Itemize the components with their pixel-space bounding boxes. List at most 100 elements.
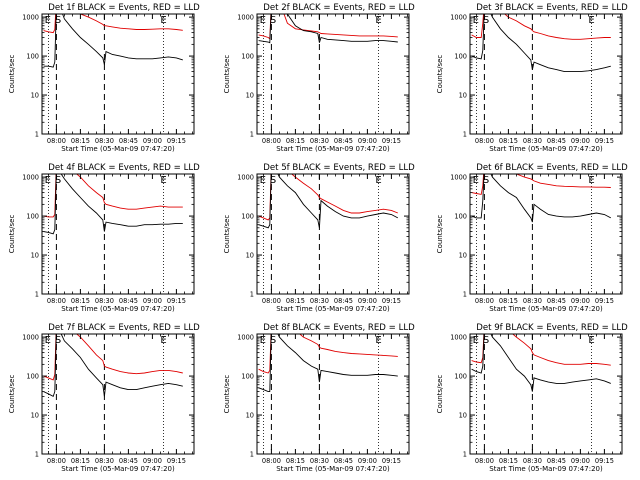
x-tick-label: 08:30: [310, 297, 329, 305]
x-tick-label: 08:00: [475, 297, 494, 305]
panel-5: Det 5f BLACK = Events, RED = LLD 1 10 100 10…: [223, 163, 415, 313]
y-axis-label: Counts/sec: [8, 55, 16, 94]
x-tick-label: 09:00: [143, 137, 162, 145]
marker-label: E: [260, 175, 266, 186]
y-axis-label: Counts/sec: [223, 375, 231, 414]
x-tick-label: 08:15: [499, 297, 518, 305]
marker-label: E: [473, 15, 479, 26]
x-tick-label: 08:15: [499, 137, 518, 145]
panel-title: Det 2f BLACK = Events, RED = LLD: [263, 3, 415, 13]
y-tick-label: 10: [246, 252, 254, 260]
panel-3: Det 3f BLACK = Events, RED = LLD 1 10 100 10…: [436, 3, 628, 153]
x-tick-label: 08:45: [334, 297, 353, 305]
y-tick-label: 100: [241, 213, 254, 221]
x-tick-label: 08:00: [47, 457, 66, 465]
lld-series-line: [471, 174, 611, 195]
x-tick-label: 08:30: [523, 457, 542, 465]
marker-label: E: [45, 15, 51, 26]
y-tick-label: 1: [35, 291, 39, 299]
panel-title: Det 8f BLACK = Events, RED = LLD: [263, 323, 415, 333]
x-axis-label: Start Time (05-Mar-09 07:47:20): [61, 465, 175, 473]
x-tick-label: 08:15: [286, 297, 305, 305]
y-tick-label: 1: [250, 451, 254, 459]
lld-series-line: [471, 14, 611, 40]
y-tick-label: 1000: [22, 334, 39, 342]
marker-label: S: [483, 15, 489, 26]
x-tick-label: 08:45: [119, 137, 138, 145]
x-tick-label: 08:15: [71, 457, 90, 465]
plot-frame: [41, 173, 195, 295]
x-axis-label: Start Time (05-Mar-09 07:47:20): [489, 465, 603, 473]
y-tick-label: 1000: [237, 334, 254, 342]
events-series-line: [43, 334, 183, 398]
marker-label: E: [588, 175, 594, 186]
x-tick-label: 08:30: [95, 457, 114, 465]
marker-label: S: [270, 15, 276, 26]
y-tick-label: 1: [250, 291, 254, 299]
x-tick-label: 09:15: [167, 457, 186, 465]
x-axis-label: Start Time (05-Mar-09 07:47:20): [61, 145, 175, 153]
x-tick-label: 08:30: [310, 137, 329, 145]
y-tick-label: 1: [463, 291, 467, 299]
x-tick-label: 08:45: [547, 137, 566, 145]
y-tick-label: 100: [26, 53, 39, 61]
lld-series-line: [258, 334, 398, 374]
marker-label: E: [588, 15, 594, 26]
marker-label: S: [270, 175, 276, 186]
x-tick-label: 08:45: [119, 297, 138, 305]
events-series-line: [471, 174, 612, 223]
x-tick-label: 08:45: [547, 457, 566, 465]
y-tick-label: 100: [454, 213, 467, 221]
panel-4: Det 4f BLACK = Events, RED = LLD 1 10 100 10…: [8, 163, 200, 313]
y-tick-label: 10: [31, 412, 39, 420]
x-axis-label: Start Time (05-Mar-09 07:47:20): [489, 305, 603, 313]
marker-label: S: [55, 335, 61, 346]
marker-label: E: [160, 175, 166, 186]
lld-series-line: [258, 14, 398, 40]
y-axis-label: Counts/sec: [436, 215, 444, 254]
panel-title: Det 4f BLACK = Events, RED = LLD: [48, 163, 200, 173]
x-axis-label: Start Time (05-Mar-09 07:47:20): [276, 145, 390, 153]
y-tick-label: 1: [35, 131, 39, 139]
lld-series-line: [43, 334, 183, 381]
x-tick-label: 08:45: [547, 297, 566, 305]
y-tick-label: 100: [241, 373, 254, 381]
x-tick-label: 09:00: [358, 457, 377, 465]
marker-label: E: [375, 15, 381, 26]
x-tick-label: 09:15: [167, 297, 186, 305]
y-tick-label: 10: [246, 92, 254, 100]
x-axis-label: Start Time (05-Mar-09 07:47:20): [276, 305, 390, 313]
x-tick-label: 08:30: [523, 297, 542, 305]
x-tick-label: 09:15: [382, 297, 401, 305]
y-tick-label: 10: [31, 252, 39, 260]
x-tick-label: 09:00: [358, 137, 377, 145]
marker-label: E: [260, 335, 266, 346]
panel-title: Det 7f BLACK = Events, RED = LLD: [48, 323, 200, 333]
plot-frame: [41, 13, 195, 135]
y-tick-label: 10: [31, 92, 39, 100]
panel-2: Det 2f BLACK = Events, RED = LLD 1 10 100 10…: [223, 3, 415, 153]
y-tick-label: 10: [459, 252, 467, 260]
x-tick-label: 09:00: [571, 137, 590, 145]
y-tick-label: 10: [459, 412, 467, 420]
marker-label: E: [375, 335, 381, 346]
x-tick-label: 09:15: [595, 457, 614, 465]
y-tick-label: 10: [459, 92, 467, 100]
x-tick-label: 09:00: [571, 297, 590, 305]
events-series-line: [258, 174, 399, 229]
events-series-line: [43, 174, 183, 235]
x-tick-label: 08:45: [119, 457, 138, 465]
y-tick-label: 1000: [237, 174, 254, 182]
panel-7: Det 7f BLACK = Events, RED = LLD 1 10 100 10…: [8, 323, 200, 473]
marker-label: S: [483, 175, 489, 186]
y-axis-label: Counts/sec: [223, 215, 231, 254]
y-tick-label: 1000: [22, 14, 39, 22]
y-tick-label: 100: [241, 53, 254, 61]
y-tick-label: 100: [26, 373, 39, 381]
plot-frame: [256, 13, 410, 135]
x-tick-label: 08:00: [262, 457, 281, 465]
x-axis-label: Start Time (05-Mar-09 07:47:20): [276, 465, 390, 473]
x-tick-label: 08:30: [310, 457, 329, 465]
events-series-line: [43, 14, 183, 68]
x-axis-label: Start Time (05-Mar-09 07:47:20): [489, 145, 603, 153]
